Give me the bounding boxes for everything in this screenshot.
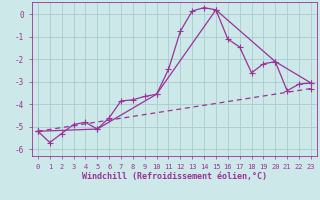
- X-axis label: Windchill (Refroidissement éolien,°C): Windchill (Refroidissement éolien,°C): [82, 172, 267, 181]
